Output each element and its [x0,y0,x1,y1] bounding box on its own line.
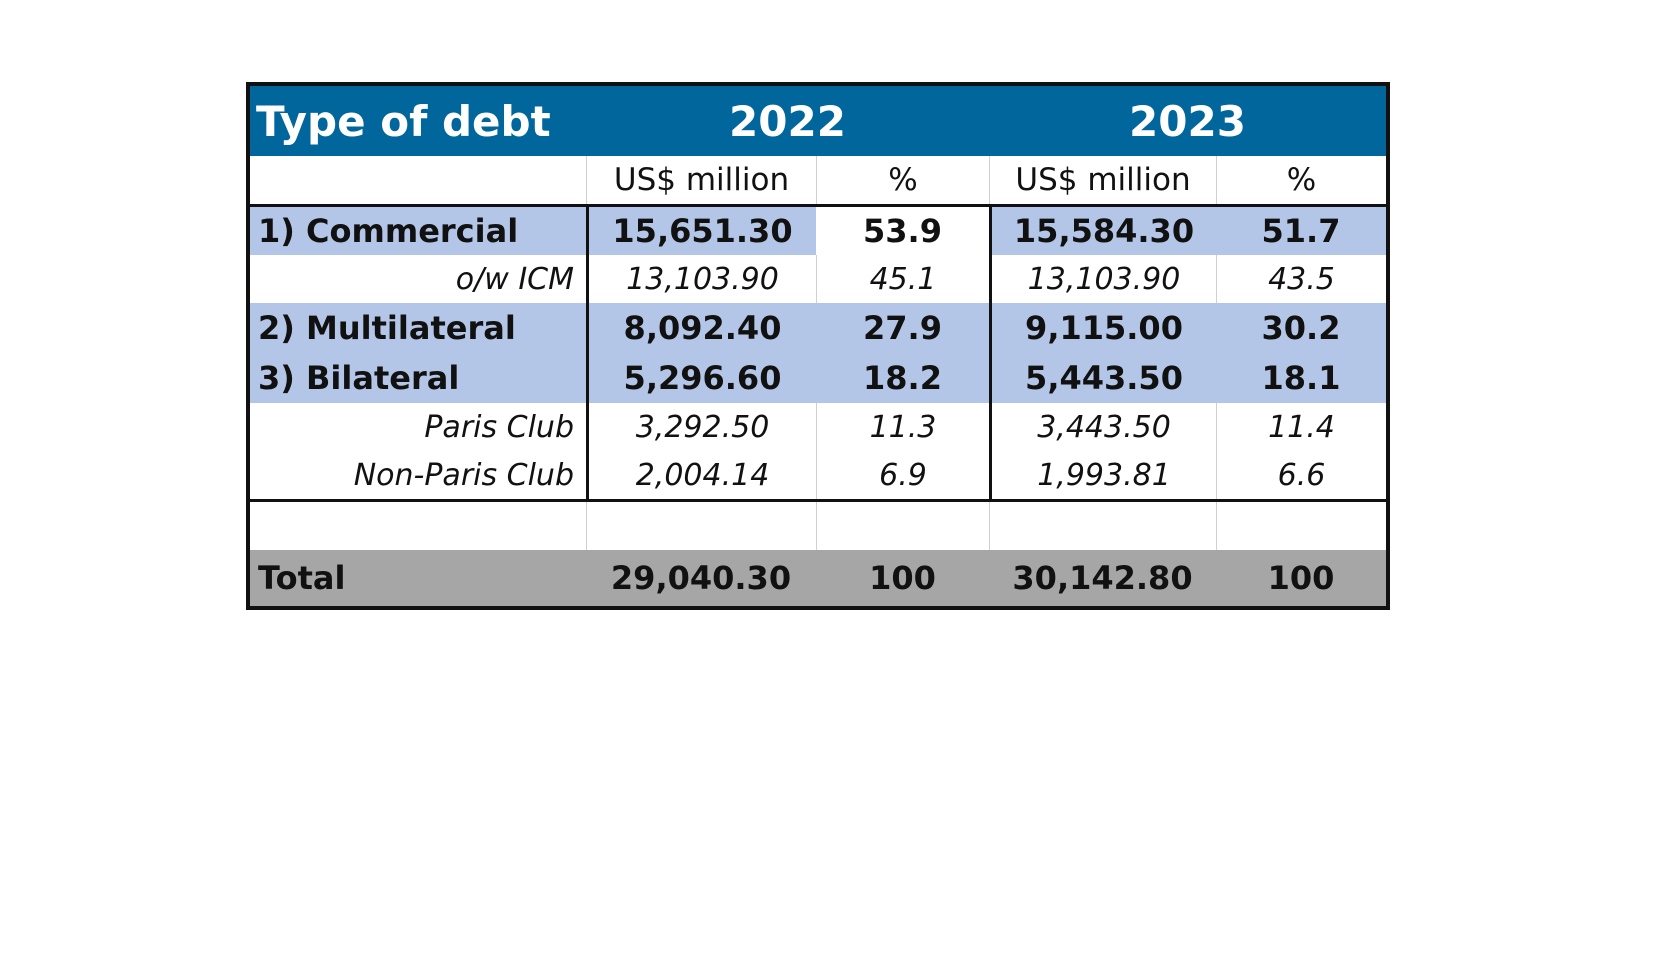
empty-cell [816,502,989,550]
cell-usd-2022: 2,004.14 [586,451,816,499]
cell-pct-2023: 18.1 [1216,353,1386,403]
cell-pct-2023: 51.7 [1216,207,1386,255]
empty-cell [250,502,586,550]
subheader-pct-2022: % [816,156,989,204]
table-header-row: Type of debt 2022 2023 [250,86,1386,156]
total-pct-2022: 100 [869,559,936,597]
subheader-usd-2022: US$ million [586,156,816,204]
subheader-usd-2023: US$ million [989,156,1216,204]
cell-pct-2023: 43.5 [1216,255,1386,303]
cell-pct-2022: 53.9 [863,212,942,250]
table-row-icm: o/w ICM 13,103.90 45.1 13,103.90 43.5 [250,255,1386,303]
cell-pct-2022: 6.9 [816,451,989,499]
empty-cell [1216,502,1386,550]
cell-usd-2023: 5,443.50 [989,353,1216,403]
cell-usd-2022: 13,103.90 [586,255,816,303]
cell-usd-2022: 8,092.40 [586,303,816,353]
total-label: Total [258,559,346,597]
table-row-empty [250,502,1386,550]
cell-pct-2022: 45.1 [816,255,989,303]
table-row-paris-club: Paris Club 3,292.50 11.3 3,443.50 11.4 [250,403,1386,451]
table-row-multilateral: 2) Multilateral 8,092.40 27.9 9,115.00 3… [250,303,1386,353]
table-row-bilateral: 3) Bilateral 5,296.60 18.2 5,443.50 18.1 [250,353,1386,403]
header-year-2022: 2022 [729,96,846,146]
table-row-total: Total 29,040.30 100 30,142.80 100 [250,550,1386,606]
debt-table: Type of debt 2022 2023 US$ million % US$… [246,82,1390,610]
header-year-2023: 2023 [1129,96,1246,146]
cell-pct-2022: 18.2 [816,353,989,403]
cell-usd-2023: 15,584.30 [989,207,1216,255]
cell-usd-2023: 3,443.50 [989,403,1216,451]
cell-pct-2023: 6.6 [1216,451,1386,499]
subheader-blank [250,156,586,204]
empty-cell [989,502,1216,550]
cell-pct-2022: 11.3 [816,403,989,451]
table-row-non-paris-club: Non-Paris Club 2,004.14 6.9 1,993.81 6.6 [250,451,1386,502]
row-label: 2) Multilateral [250,303,586,353]
cell-usd-2023: 1,993.81 [989,451,1216,499]
row-label: 1) Commercial [250,207,586,255]
total-usd-2022: 29,040.30 [610,559,792,597]
table-row-commercial: 1) Commercial 15,651.30 53.9 15,584.30 5… [250,207,1386,255]
cell-usd-2022: 15,651.30 [586,207,816,255]
cell-pct-2022: 27.9 [816,303,989,353]
table-subheader-row: US$ million % US$ million % [250,156,1386,207]
row-label: o/w ICM [455,261,574,297]
row-label: 3) Bilateral [250,353,586,403]
row-label: Non-Paris Club [353,457,574,493]
cell-usd-2023: 9,115.00 [989,303,1216,353]
cell-pct-2023: 30.2 [1216,303,1386,353]
cell-usd-2022: 5,296.60 [586,353,816,403]
header-type-of-debt: Type of debt [256,96,551,146]
empty-cell [586,502,816,550]
cell-usd-2023: 13,103.90 [989,255,1216,303]
cell-usd-2022: 3,292.50 [586,403,816,451]
row-label: Paris Club [424,409,574,445]
total-usd-2023: 30,142.80 [1012,559,1193,597]
cell-pct-2023: 11.4 [1216,403,1386,451]
subheader-pct-2023: % [1216,156,1386,204]
total-pct-2023: 100 [1267,559,1335,597]
